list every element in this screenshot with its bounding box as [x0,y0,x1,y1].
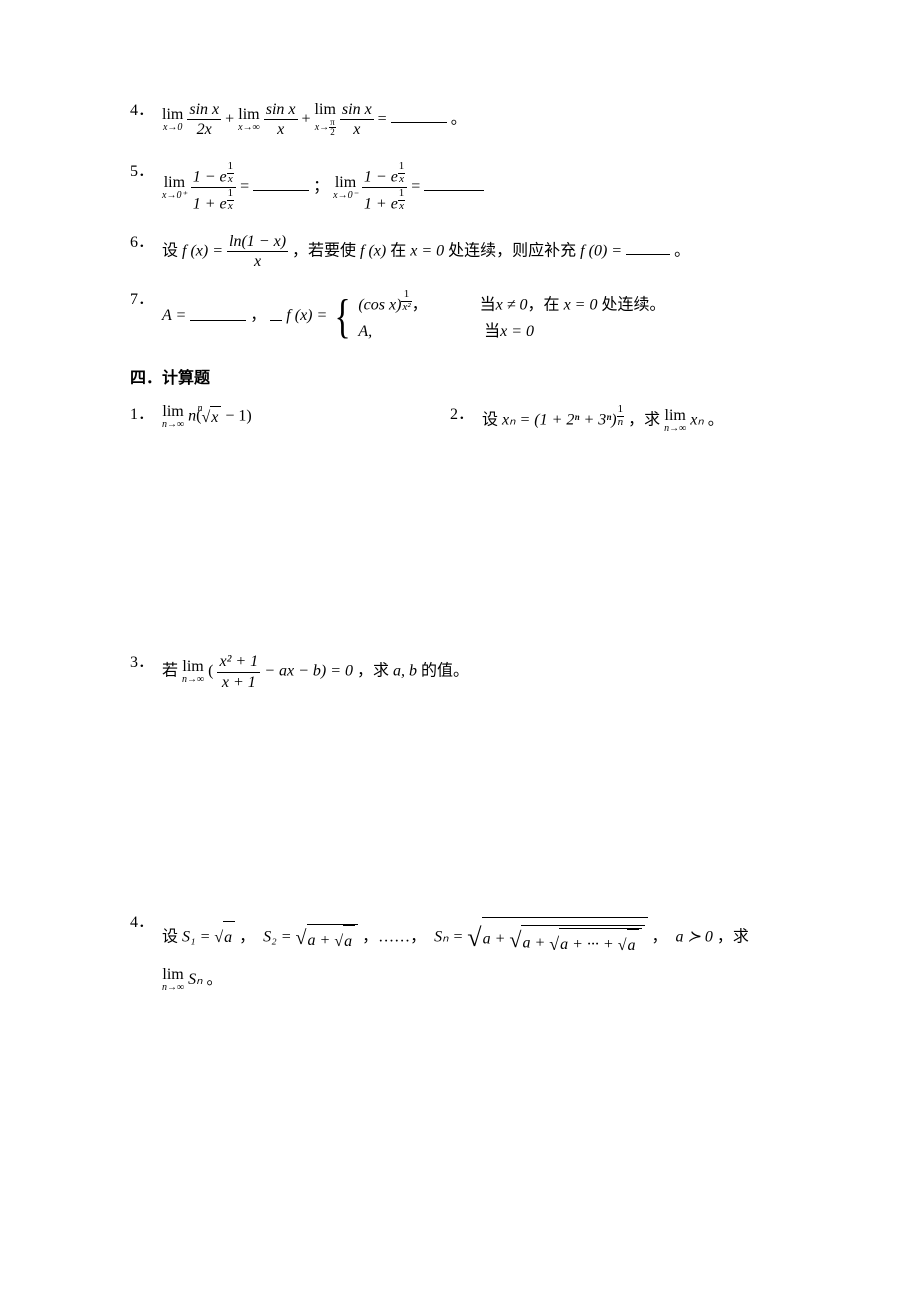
frac-b: 1 − e1x 1 + e1x [362,161,407,214]
problem-number: 4． [130,912,158,934]
piecewise-cases: (cos x)1x²， 当x ≠ 0，在 x = 0 处连续。 A, 当x = … [358,289,665,344]
limit-a: lim x→0⁺ [162,175,187,201]
limit: lim n→∞ [182,659,204,685]
problem-content: lim x→0 sin x 2x + lim x→∞ sin x x + lim… [162,100,467,139]
problem-number: 2． [450,404,478,426]
problem-content: lim x→0⁺ 1 − e1x 1 + e1x = ； lim x→0⁻ 1 [162,161,484,214]
continuation-underline [270,304,282,321]
problem-number: 5． [130,161,158,183]
problem-number: 6． [130,232,158,254]
problem-content: A = ， f (x) = { (cos x)1x²， 当x ≠ 0，在 x =… [162,289,665,344]
problem-content: 设 S₁ = √a ， S₂ = √a + √a ，……， Sₙ = √a + … [162,912,749,996]
answer-blank [190,304,246,321]
frac: ln(1 − x) x [227,232,288,271]
calc-problem-1: 1． lim n→∞ n(n√x − 1) [130,404,450,434]
problem-number: 1． [130,404,158,426]
calc-problem-3: 3． 若 lim n→∞ ( x² + 1 x + 1 − ax − b) = … [130,652,790,691]
answer-blank [391,106,447,123]
case-1: (cos x)1x²， 当x ≠ 0，在 x = 0 处连续。 [358,289,665,318]
answer-blank [253,174,309,191]
answer-blank [424,174,484,191]
calc-row-1-2: 1． lim n→∞ n(n√x − 1) 2． 设 xₙ = (1 + 2ⁿ … [130,404,790,452]
section-4-title: 四．计算题 [130,364,790,388]
frac-a: 1 − e1x 1 + e1x [191,161,236,214]
left-brace-icon: { [335,293,351,341]
case-2: A, 当x = 0 [358,319,665,345]
frac-1: sin x 2x [187,100,221,139]
sqrt-s1: √a [214,921,235,954]
problem-content: 设 f (x) = ln(1 − x) x ，若要使 f (x) 在 x = 0… [162,232,690,271]
problem-number: 3． [130,652,158,674]
fillin-problem-4: 4． lim x→0 sin x 2x + lim x→∞ sin x x + … [130,100,790,139]
frac-3: sin x x [340,100,374,139]
problem-content: lim n→∞ n(n√x − 1) [162,404,252,430]
sqrt-sn: √a + √a + √a + ··· + √a [467,912,647,964]
calc-problem-4: 4． 设 S₁ = √a ， S₂ = √a + √a ，……， Sₙ = √a… [130,912,790,996]
limit: lim n→∞ [162,967,184,993]
calc-problem-2: 2． 设 xₙ = (1 + 2ⁿ + 3ⁿ)1n ，求 lim n→∞ xₙ … [450,404,724,434]
page: 4． lim x→0 sin x 2x + lim x→∞ sin x x + … [0,0,920,1302]
fillin-problem-6: 6． 设 f (x) = ln(1 − x) x ，若要使 f (x) 在 x … [130,232,790,271]
problem-number: 7． [130,289,158,311]
answer-blank [626,238,670,255]
frac: x² + 1 x + 1 [217,652,260,691]
frac-2: sin x x [264,100,298,139]
limit: lim n→∞ [664,408,686,434]
problem-content: 设 xₙ = (1 + 2ⁿ + 3ⁿ)1n ，求 lim n→∞ xₙ 。 [482,404,724,434]
nth-root: n√x [201,406,221,429]
problem-content: 若 lim n→∞ ( x² + 1 x + 1 − ax − b) = 0 ，… [162,652,469,691]
limit-1: lim x→0 [162,107,183,133]
limit-3: lim x→π2 [315,102,336,138]
limit-b: lim x→0⁻ [333,175,358,201]
sqrt-s2: √a + √a [296,918,359,958]
fillin-problem-5: 5． lim x→0⁺ 1 − e1x 1 + e1x = ； lim x→0⁻ [130,161,790,214]
fillin-problem-7: 7． A = ， f (x) = { (cos x)1x²， 当x ≠ 0，在 … [130,289,790,344]
limit-2: lim x→∞ [238,107,260,133]
problem-number: 4． [130,100,158,122]
limit: lim n→∞ [162,404,184,430]
